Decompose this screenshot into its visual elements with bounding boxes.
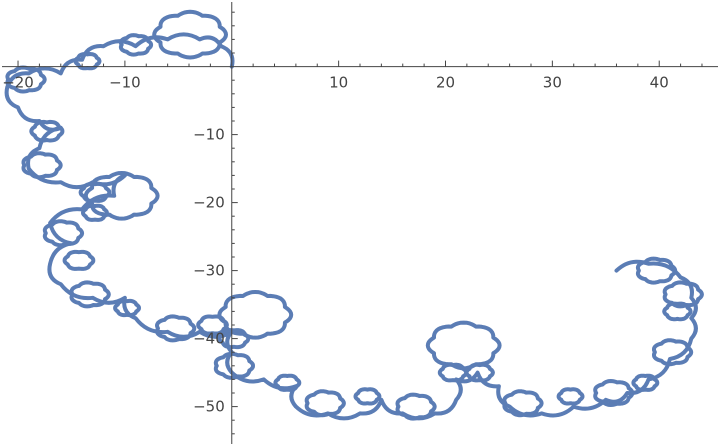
- series-loop: [78, 181, 112, 203]
- series-loop: [635, 256, 678, 285]
- series-loop: [118, 33, 154, 57]
- y-tick-label: −10: [193, 126, 225, 144]
- series-loop: [152, 9, 228, 60]
- series-loop: [29, 119, 65, 143]
- series-loop: [593, 379, 635, 407]
- series-loop: [425, 320, 502, 371]
- y-tick-label: −30: [193, 262, 225, 280]
- x-tick-label: 40: [650, 74, 669, 92]
- series-loop: [155, 314, 197, 343]
- series-loop: [304, 389, 346, 418]
- series-loop: [69, 280, 111, 309]
- series-loop: [464, 362, 495, 383]
- series-loop: [81, 203, 109, 222]
- series-loop: [652, 338, 694, 367]
- series-loop: [196, 314, 229, 336]
- series-loop: [273, 373, 302, 392]
- series-loop: [631, 373, 660, 392]
- y-tick-label: −40: [193, 330, 225, 348]
- x-tick-label: 20: [436, 74, 455, 92]
- series-curve: [4, 32, 698, 421]
- x-ticks: −20 −10 10 20 30 40: [2, 60, 703, 92]
- x-tick-label: −10: [109, 74, 141, 92]
- series-loop: [21, 151, 63, 180]
- series-loop: [353, 387, 382, 406]
- series-loop: [113, 298, 141, 318]
- y-ticks: −10 −20 −30 −40 −50: [193, 11, 238, 435]
- series-loop: [62, 249, 96, 271]
- series-loop: [42, 219, 85, 248]
- series-loop: [5, 65, 47, 94]
- curve-layer: [4, 9, 704, 421]
- series-loop: [83, 171, 160, 221]
- series-loop: [556, 387, 585, 406]
- x-tick-label: 30: [543, 74, 562, 92]
- series-loop: [73, 52, 102, 71]
- series-loop: [213, 351, 255, 380]
- x-tick-label: −20: [2, 74, 34, 92]
- series-loop: [217, 290, 294, 340]
- x-tick-label: 10: [329, 74, 348, 92]
- series-loop: [662, 280, 704, 309]
- y-tick-label: −20: [193, 194, 225, 212]
- series-loop: [502, 389, 544, 418]
- y-tick-label: −50: [193, 398, 225, 416]
- series-loop: [217, 328, 251, 350]
- series-loop: [395, 392, 437, 421]
- series-loop: [437, 362, 469, 383]
